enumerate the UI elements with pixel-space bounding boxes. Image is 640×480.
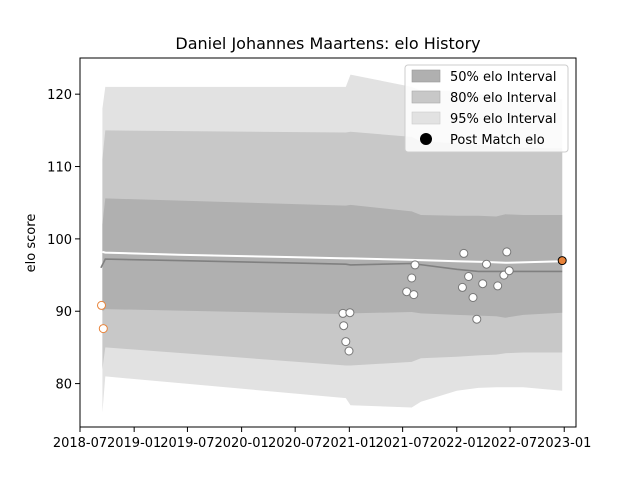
post-match-point	[407, 273, 417, 283]
legend-box	[404, 64, 569, 153]
x-tick-label: 2023-01	[537, 436, 591, 451]
post-match-point	[504, 266, 514, 276]
post-match-point	[339, 321, 349, 331]
post-match-point	[468, 293, 478, 302]
x-tick-label: 2018-07	[53, 436, 107, 451]
post-match-point	[457, 282, 467, 292]
interval-bands	[102, 74, 563, 413]
y-tick-label: 90	[55, 305, 72, 320]
post-match-point	[493, 281, 503, 291]
post-match-point	[344, 346, 354, 356]
x-tick-label: 2021-07	[375, 436, 429, 451]
y-axis: 80 90 100 110 120	[47, 88, 80, 393]
y-axis-label: elo score	[24, 214, 39, 273]
plot-frame	[79, 57, 577, 428]
y-tick-label: 110	[47, 161, 72, 176]
legend: 50% elo Interval 80% elo Interval 95% el…	[404, 64, 569, 153]
post-match-point	[410, 260, 420, 270]
x-tick-label: 2020-07	[268, 436, 322, 451]
legend-label-80: 80% elo Interval	[450, 91, 557, 106]
post-match-point	[341, 337, 351, 347]
post-match-point	[464, 272, 474, 281]
legend-swatch-95	[411, 111, 441, 125]
post-match-point	[459, 248, 469, 258]
post-match-point	[409, 290, 419, 300]
post-match-point	[345, 308, 355, 318]
x-tick-label: 2020-01	[214, 436, 268, 451]
y-tick-label: 80	[55, 378, 72, 393]
post-match-point	[482, 259, 491, 269]
x-tick-label: 2022-01	[430, 436, 484, 451]
x-tick-label: 2022-07	[483, 436, 537, 451]
post-match-point	[502, 247, 512, 257]
legend-marker-post-match	[420, 133, 432, 145]
post-match-point	[97, 300, 106, 310]
post-match-points	[97, 247, 567, 356]
x-tick-label: 2019-01	[107, 436, 161, 451]
post-match-point	[98, 324, 108, 334]
legend-label-95: 95% elo Interval	[450, 112, 557, 127]
x-tick-label: 2019-07	[160, 436, 214, 451]
chart-title: Daniel Johannes Maartens: elo History	[175, 34, 480, 53]
legend-label-50: 50% elo Interval	[450, 70, 557, 85]
mean-elo-line	[102, 250, 563, 264]
y-tick-label: 100	[47, 233, 72, 248]
legend-swatch-80	[411, 90, 441, 104]
post-match-point	[472, 314, 482, 324]
legend-swatch-50	[411, 69, 441, 83]
y-tick-label: 120	[47, 88, 72, 103]
median-elo-line	[100, 258, 563, 273]
legend-label-post-match: Post Match elo	[450, 133, 545, 148]
elo-lines	[100, 250, 563, 273]
post-match-point	[478, 279, 488, 289]
post-match-point	[557, 256, 567, 266]
x-tick-label: 2021-01	[322, 436, 376, 451]
